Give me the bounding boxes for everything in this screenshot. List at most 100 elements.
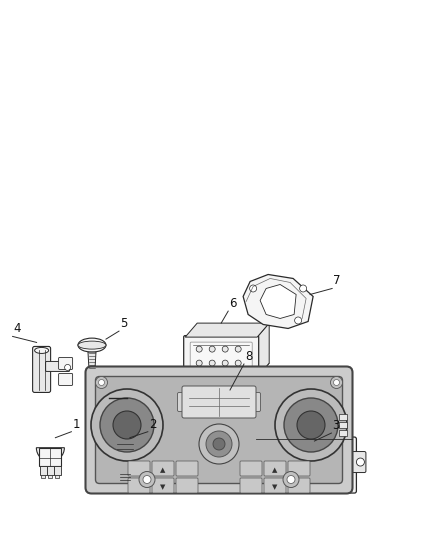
Circle shape	[209, 346, 215, 352]
Circle shape	[113, 411, 141, 439]
Circle shape	[222, 360, 228, 366]
Circle shape	[65, 365, 71, 370]
Circle shape	[287, 475, 295, 483]
FancyBboxPatch shape	[264, 478, 286, 493]
Bar	[339, 414, 347, 420]
Circle shape	[206, 431, 232, 457]
Polygon shape	[185, 323, 269, 337]
Text: 6: 6	[229, 297, 237, 310]
FancyBboxPatch shape	[243, 451, 258, 473]
Circle shape	[100, 398, 154, 452]
FancyBboxPatch shape	[293, 453, 315, 473]
Bar	[47, 466, 54, 475]
Circle shape	[333, 379, 339, 385]
Text: 7: 7	[333, 274, 341, 287]
FancyBboxPatch shape	[128, 461, 150, 476]
Bar	[55, 475, 60, 478]
FancyBboxPatch shape	[227, 392, 261, 411]
Circle shape	[139, 472, 155, 488]
Circle shape	[275, 389, 347, 461]
Circle shape	[209, 360, 215, 366]
FancyBboxPatch shape	[128, 478, 150, 493]
Polygon shape	[185, 363, 269, 377]
Bar	[41, 475, 46, 478]
Circle shape	[265, 462, 272, 469]
Circle shape	[265, 470, 272, 477]
Text: ▲: ▲	[272, 467, 278, 473]
Circle shape	[95, 376, 107, 389]
FancyBboxPatch shape	[184, 336, 259, 378]
FancyBboxPatch shape	[240, 461, 262, 476]
Circle shape	[143, 475, 151, 483]
FancyBboxPatch shape	[182, 386, 256, 418]
Polygon shape	[243, 274, 313, 328]
FancyBboxPatch shape	[288, 461, 310, 476]
Circle shape	[235, 346, 241, 352]
Text: ▼: ▼	[272, 484, 278, 490]
FancyBboxPatch shape	[115, 436, 134, 453]
Circle shape	[213, 438, 225, 450]
FancyBboxPatch shape	[324, 451, 339, 461]
Bar	[54, 466, 61, 475]
FancyBboxPatch shape	[46, 361, 70, 372]
FancyBboxPatch shape	[190, 342, 252, 372]
FancyBboxPatch shape	[95, 376, 343, 483]
FancyBboxPatch shape	[32, 346, 51, 392]
Circle shape	[196, 360, 202, 366]
FancyBboxPatch shape	[351, 451, 366, 473]
Circle shape	[222, 346, 228, 352]
Circle shape	[91, 389, 163, 461]
FancyBboxPatch shape	[259, 444, 350, 484]
Polygon shape	[88, 352, 96, 369]
FancyBboxPatch shape	[152, 461, 174, 476]
Ellipse shape	[35, 348, 49, 353]
Text: 8: 8	[245, 350, 252, 363]
FancyBboxPatch shape	[39, 448, 61, 466]
Wedge shape	[36, 448, 64, 462]
Polygon shape	[260, 285, 296, 319]
Text: 5: 5	[120, 317, 127, 330]
Text: ▼: ▼	[160, 484, 166, 490]
Text: 4: 4	[14, 322, 21, 335]
Circle shape	[300, 285, 307, 292]
FancyBboxPatch shape	[288, 478, 310, 493]
Circle shape	[250, 285, 257, 292]
Circle shape	[99, 379, 105, 385]
Polygon shape	[257, 323, 269, 377]
Circle shape	[357, 458, 364, 466]
Text: 1: 1	[72, 418, 80, 431]
FancyBboxPatch shape	[324, 462, 339, 471]
Bar	[48, 475, 53, 478]
Circle shape	[265, 454, 272, 461]
Ellipse shape	[78, 341, 106, 349]
FancyBboxPatch shape	[59, 358, 73, 369]
FancyBboxPatch shape	[240, 478, 262, 493]
Circle shape	[235, 360, 241, 366]
FancyBboxPatch shape	[152, 478, 174, 493]
Bar	[40, 466, 47, 475]
Circle shape	[283, 472, 299, 488]
FancyBboxPatch shape	[85, 367, 353, 494]
Bar	[339, 422, 347, 428]
FancyBboxPatch shape	[176, 478, 198, 493]
FancyBboxPatch shape	[252, 437, 357, 493]
Polygon shape	[113, 448, 136, 474]
Circle shape	[297, 411, 325, 439]
FancyBboxPatch shape	[59, 374, 73, 385]
Circle shape	[199, 424, 239, 464]
Circle shape	[331, 376, 343, 389]
FancyBboxPatch shape	[264, 461, 286, 476]
Bar	[339, 430, 347, 436]
Text: ▲: ▲	[160, 467, 166, 473]
Circle shape	[295, 317, 302, 324]
Circle shape	[284, 398, 338, 452]
FancyBboxPatch shape	[132, 450, 148, 470]
Polygon shape	[214, 400, 224, 408]
Ellipse shape	[78, 338, 106, 352]
Text: 2: 2	[149, 418, 156, 431]
Circle shape	[196, 346, 202, 352]
Text: 3: 3	[332, 419, 340, 432]
Circle shape	[247, 458, 254, 466]
FancyBboxPatch shape	[177, 392, 220, 411]
FancyBboxPatch shape	[176, 461, 198, 476]
